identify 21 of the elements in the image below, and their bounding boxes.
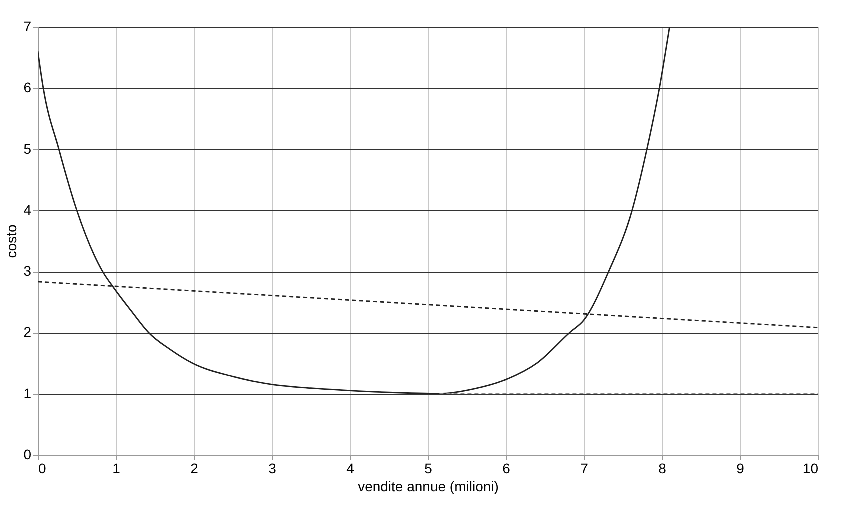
y-tick-label: 2 bbox=[24, 324, 32, 340]
x-tick-label: 2 bbox=[190, 460, 199, 476]
x-tick-label: 4 bbox=[346, 460, 355, 476]
y-tick-label: 1 bbox=[24, 385, 32, 402]
y-axis-title: costo bbox=[4, 224, 20, 258]
x-tick-label: 10 bbox=[802, 460, 819, 476]
y-tick-label: 7 bbox=[24, 18, 32, 34]
y-tick-label: 3 bbox=[24, 263, 32, 280]
x-tick-label: 8 bbox=[658, 460, 667, 476]
x-tick-label: 5 bbox=[424, 460, 433, 476]
y-tick-label: 5 bbox=[24, 140, 32, 157]
x-tick-label: 1 bbox=[112, 460, 121, 476]
y-tick-label: 0 bbox=[24, 446, 32, 462]
y-tick-label: 6 bbox=[24, 80, 32, 96]
x-tick-label: 9 bbox=[736, 460, 745, 476]
x-tick-label: 0 bbox=[38, 460, 46, 476]
y-tick-label: 4 bbox=[24, 202, 32, 218]
x-axis-title: vendite annue (milioni) bbox=[358, 478, 499, 494]
x-tick-label: 6 bbox=[502, 460, 511, 476]
x-tick-label: 7 bbox=[580, 460, 589, 476]
x-tick-label: 3 bbox=[268, 460, 277, 476]
